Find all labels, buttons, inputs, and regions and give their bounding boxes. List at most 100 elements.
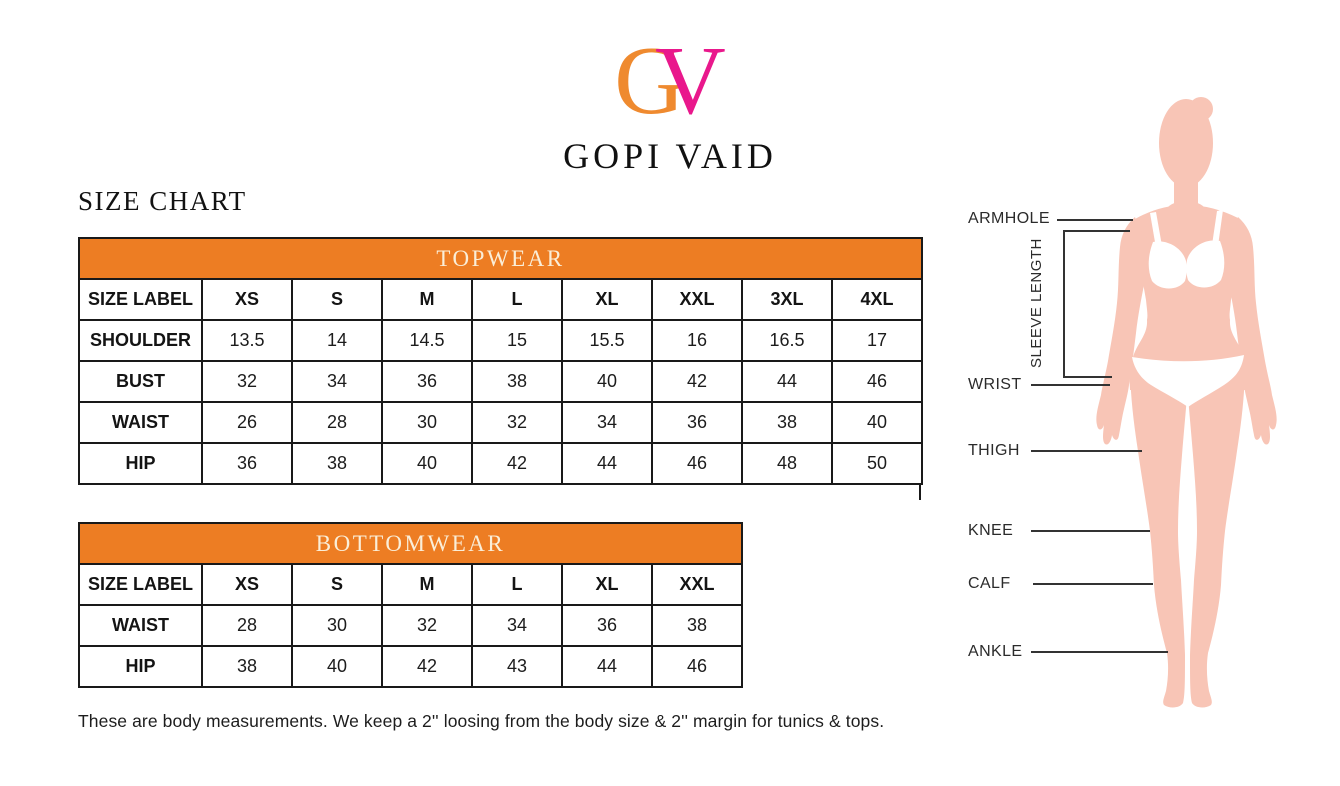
row-label-cell: BUST <box>78 360 203 403</box>
value-cell: 36 <box>561 604 653 647</box>
header-cell: XL <box>561 278 653 321</box>
armhole-line <box>1057 219 1133 221</box>
value-cell: 38 <box>471 360 563 403</box>
row-label-cell: SHOULDER <box>78 319 203 362</box>
table-header-row: SIZE LABEL XS S M L XL XXL 3XL 4XL <box>78 278 924 321</box>
header-cell: XL <box>561 563 653 606</box>
wrist-line <box>1031 384 1110 386</box>
brand-name: GOPI VAID <box>563 135 777 176</box>
value-cell: 14 <box>291 319 383 362</box>
brand-logo: GV GOPI VAID <box>0 30 1340 177</box>
value-cell: 44 <box>741 360 833 403</box>
value-cell: 46 <box>651 442 743 485</box>
table-title: BOTTOMWEAR <box>78 522 743 565</box>
table-row: SHOULDER 13.5 14 14.5 15 15.5 16 16.5 17 <box>78 319 924 362</box>
value-cell: 36 <box>651 401 743 444</box>
wrist-label: WRIST <box>968 376 1022 393</box>
value-cell: 40 <box>291 645 383 688</box>
value-cell: 30 <box>291 604 383 647</box>
row-label-cell: WAIST <box>78 604 203 647</box>
thigh-label: THIGH <box>968 442 1020 459</box>
sleeve-bracket-vertical-line <box>1063 230 1065 377</box>
monogram-letter-g: G <box>614 27 685 135</box>
header-cell: XXL <box>651 278 743 321</box>
header-cell: 3XL <box>741 278 833 321</box>
table-title: TOPWEAR <box>77 237 924 280</box>
value-cell: 44 <box>561 442 653 485</box>
value-cell: 42 <box>651 360 743 403</box>
sleeve-bracket-bottom-line <box>1063 376 1112 378</box>
bottomwear-table: BOTTOMWEAR SIZE LABEL XS S M L XL XXL WAIST 28 30 3… <box>78 522 743 688</box>
value-cell: 26 <box>201 401 293 444</box>
value-cell: 40 <box>830 401 924 444</box>
value-cell: 14.5 <box>381 319 473 362</box>
value-cell: 42 <box>381 645 473 688</box>
page-title: SIZE CHART <box>78 186 247 216</box>
value-cell: 32 <box>471 401 563 444</box>
value-cell: 32 <box>201 360 293 403</box>
value-cell: 28 <box>291 401 383 444</box>
table-row: HIP 38 40 42 43 44 46 <box>78 645 743 688</box>
header-cell: SIZE LABEL <box>78 278 203 321</box>
value-cell: 42 <box>471 442 563 485</box>
value-cell: 32 <box>381 604 473 647</box>
row-label-cell: WAIST <box>78 401 203 444</box>
header-cell: XS <box>201 278 293 321</box>
value-cell: 34 <box>561 401 653 444</box>
body-silhouette-figure <box>1096 97 1277 708</box>
measurement-note: These are body measurements. We keep a 2… <box>78 711 885 731</box>
value-cell: 38 <box>201 645 293 688</box>
header-cell: XS <box>201 563 293 606</box>
value-cell: 46 <box>651 645 743 688</box>
value-cell: 36 <box>201 442 293 485</box>
value-cell: 28 <box>201 604 293 647</box>
armhole-label: ARMHOLE <box>968 210 1050 227</box>
table-row: WAIST 28 30 32 34 36 38 <box>78 604 743 647</box>
header-cell: L <box>471 563 563 606</box>
header-cell: L <box>471 278 563 321</box>
knee-line <box>1031 530 1150 532</box>
value-cell: 16.5 <box>741 319 833 362</box>
value-cell: 38 <box>741 401 833 444</box>
sleeve-length-label: SLEEVE LENGTH <box>1028 238 1045 368</box>
monogram-letter-v: V <box>655 27 726 135</box>
value-cell: 34 <box>291 360 383 403</box>
row-label-cell: HIP <box>78 442 203 485</box>
value-cell: 44 <box>561 645 653 688</box>
thigh-line <box>1031 450 1142 452</box>
sleeve-bracket-top-line <box>1063 230 1130 232</box>
table-row: HIP 36 38 40 42 44 46 48 50 <box>78 442 924 485</box>
header-cell: XXL <box>651 563 743 606</box>
value-cell: 48 <box>741 442 833 485</box>
header-cell: 4XL <box>830 278 924 321</box>
value-cell: 43 <box>471 645 563 688</box>
header-cell: SIZE LABEL <box>78 563 203 606</box>
header-cell: M <box>381 278 473 321</box>
value-cell: 15 <box>471 319 563 362</box>
table-row: WAIST 26 28 30 32 34 36 38 40 <box>78 401 924 444</box>
topwear-table: TOPWEAR SIZE LABEL XS S M L XL XXL 3XL 4XL SHOULDE… <box>77 237 924 485</box>
value-cell: 38 <box>291 442 383 485</box>
value-cell: 16 <box>651 319 743 362</box>
panties-shape <box>1132 355 1244 407</box>
row-label-cell: HIP <box>78 645 203 688</box>
knee-label: KNEE <box>968 522 1014 539</box>
header-cell: S <box>291 278 383 321</box>
table-header-row: SIZE LABEL XS S M L XL XXL <box>78 563 743 606</box>
table-row: BUST 32 34 36 38 40 42 44 46 <box>78 360 924 403</box>
value-cell: 40 <box>561 360 653 403</box>
value-cell: 30 <box>381 401 473 444</box>
header-cell: M <box>381 563 473 606</box>
table-title-row: BOTTOMWEAR <box>78 522 743 565</box>
table-title-row: TOPWEAR <box>77 237 924 280</box>
value-cell: 17 <box>830 319 924 362</box>
bra-shape <box>1148 210 1225 289</box>
header-cell: S <box>291 563 383 606</box>
value-cell: 34 <box>471 604 563 647</box>
value-cell: 46 <box>830 360 924 403</box>
calf-label: CALF <box>968 575 1011 592</box>
value-cell: 13.5 <box>201 319 293 362</box>
brand-monogram: GV <box>0 30 1340 133</box>
value-cell: 15.5 <box>561 319 653 362</box>
